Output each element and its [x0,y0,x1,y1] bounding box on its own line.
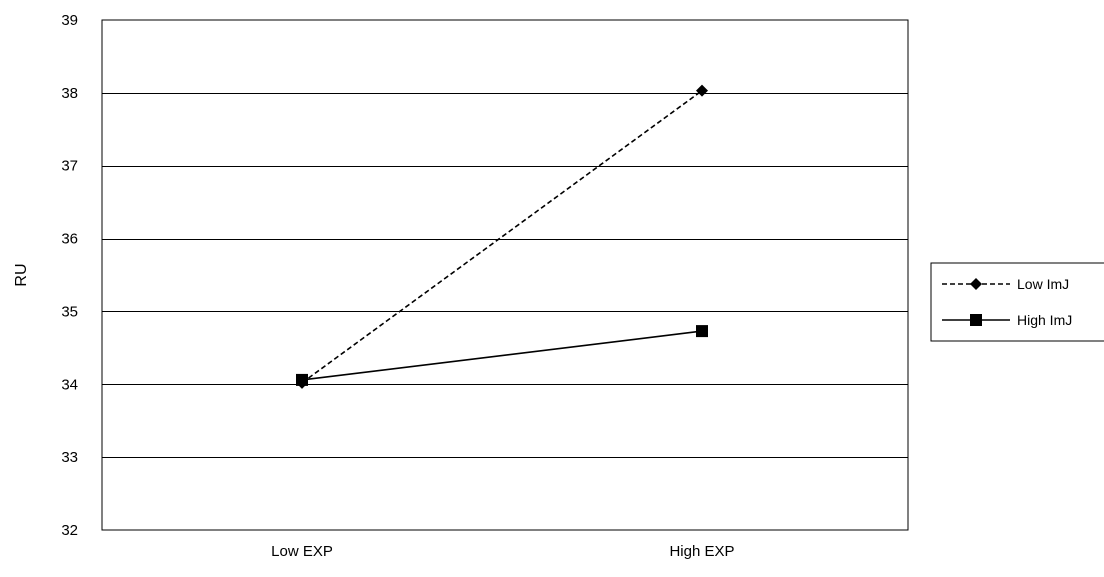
y-axis-label: RU [13,263,30,286]
y-tick-label: 36 [61,231,78,248]
legend-label: Low ImJ [1017,276,1069,292]
gridlines [102,93,908,458]
legend-box [930,262,1104,342]
y-axis-ticks: 32 33 34 35 36 37 38 39 [61,12,78,539]
data-point [696,84,708,97]
y-tick-label: 39 [61,12,78,29]
y-tick-label: 32 [61,522,78,539]
y-tick-label: 34 [61,376,78,393]
legend-marker [970,314,982,326]
data-point [696,325,708,338]
x-tick-label: High EXP [669,543,734,560]
y-tick-label: 35 [61,303,78,320]
y-tick-label: 33 [61,449,78,466]
x-tick-label: Low EXP [271,543,333,560]
series-line [301,90,703,384]
plot-area [101,19,909,531]
legend-label: High ImJ [1017,312,1072,328]
legend-marker [970,278,982,290]
legend: Low ImJ High ImJ [930,262,1104,342]
y-tick-label: 37 [61,158,78,175]
series-1 [296,325,708,386]
series [296,84,708,389]
series-0 [296,84,708,389]
series-line [301,330,703,381]
data-point [296,373,308,386]
y-tick-label: 38 [61,85,78,102]
x-axis-ticks: Low EXP High EXP [271,543,734,560]
